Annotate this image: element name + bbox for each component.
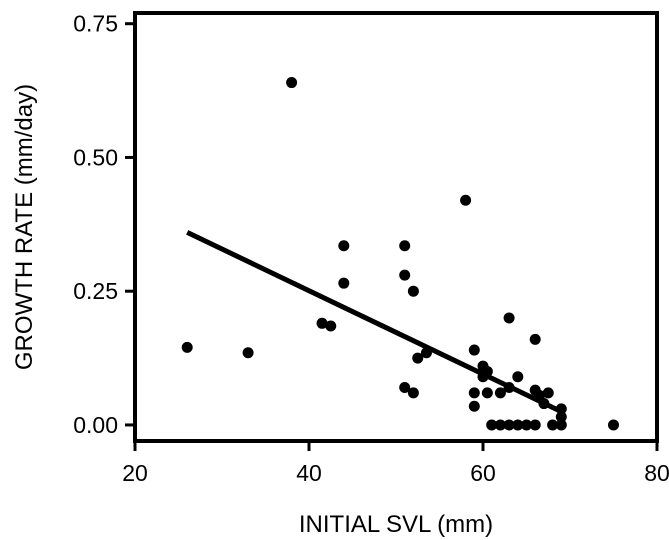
- y-tick-label: 0.25: [73, 278, 118, 304]
- data-point: [555, 411, 567, 423]
- data-point: [608, 419, 619, 431]
- data-point: [481, 387, 493, 399]
- y-tick-label: 0.75: [73, 11, 118, 37]
- data-point: [547, 419, 559, 431]
- regression-line: [186, 230, 563, 414]
- data-point: [286, 77, 298, 89]
- x-tick-label: 60: [470, 460, 496, 486]
- x-axis-ticks: 20 40 60 80: [122, 441, 669, 486]
- data-point: [181, 341, 193, 353]
- data-point: [316, 317, 328, 329]
- data-point: [407, 387, 419, 399]
- plot-frame: [133, 11, 659, 443]
- regression-line-group: [186, 230, 563, 414]
- data-point: [407, 285, 419, 297]
- data-point: [529, 419, 541, 431]
- data-point: [460, 194, 472, 206]
- data-point: [512, 371, 524, 383]
- data-point: [338, 277, 350, 289]
- data-point: [494, 419, 506, 431]
- data-point: [521, 419, 532, 431]
- y-tick-label: 0.50: [73, 144, 118, 170]
- data-point: [555, 419, 567, 431]
- data-point: [325, 320, 337, 332]
- data-point: [529, 333, 541, 345]
- data-point: [338, 240, 350, 252]
- data-point: [503, 312, 515, 324]
- data-points: [181, 77, 619, 431]
- data-point: [503, 419, 515, 431]
- x-axis-label: INITIAL SVL (mm): [299, 511, 493, 538]
- data-point: [512, 419, 524, 431]
- data-point: [542, 387, 554, 399]
- data-point: [399, 269, 411, 281]
- data-point: [412, 352, 424, 364]
- y-axis-label: GROWTH RATE (mm/day): [11, 84, 38, 370]
- x-tick-label: 80: [644, 460, 669, 486]
- data-point: [399, 382, 411, 393]
- data-point: [399, 240, 411, 252]
- data-point: [242, 347, 254, 359]
- data-point: [468, 344, 480, 356]
- y-axis-ticks: 0.00 0.25 0.50 0.75: [73, 11, 135, 438]
- y-tick-label: 0.00: [73, 412, 118, 438]
- x-tick-label: 40: [296, 460, 322, 486]
- x-tick-label: 20: [122, 460, 148, 486]
- data-point: [468, 400, 480, 412]
- data-point: [468, 387, 480, 399]
- data-point: [486, 419, 498, 431]
- data-point: [494, 387, 506, 399]
